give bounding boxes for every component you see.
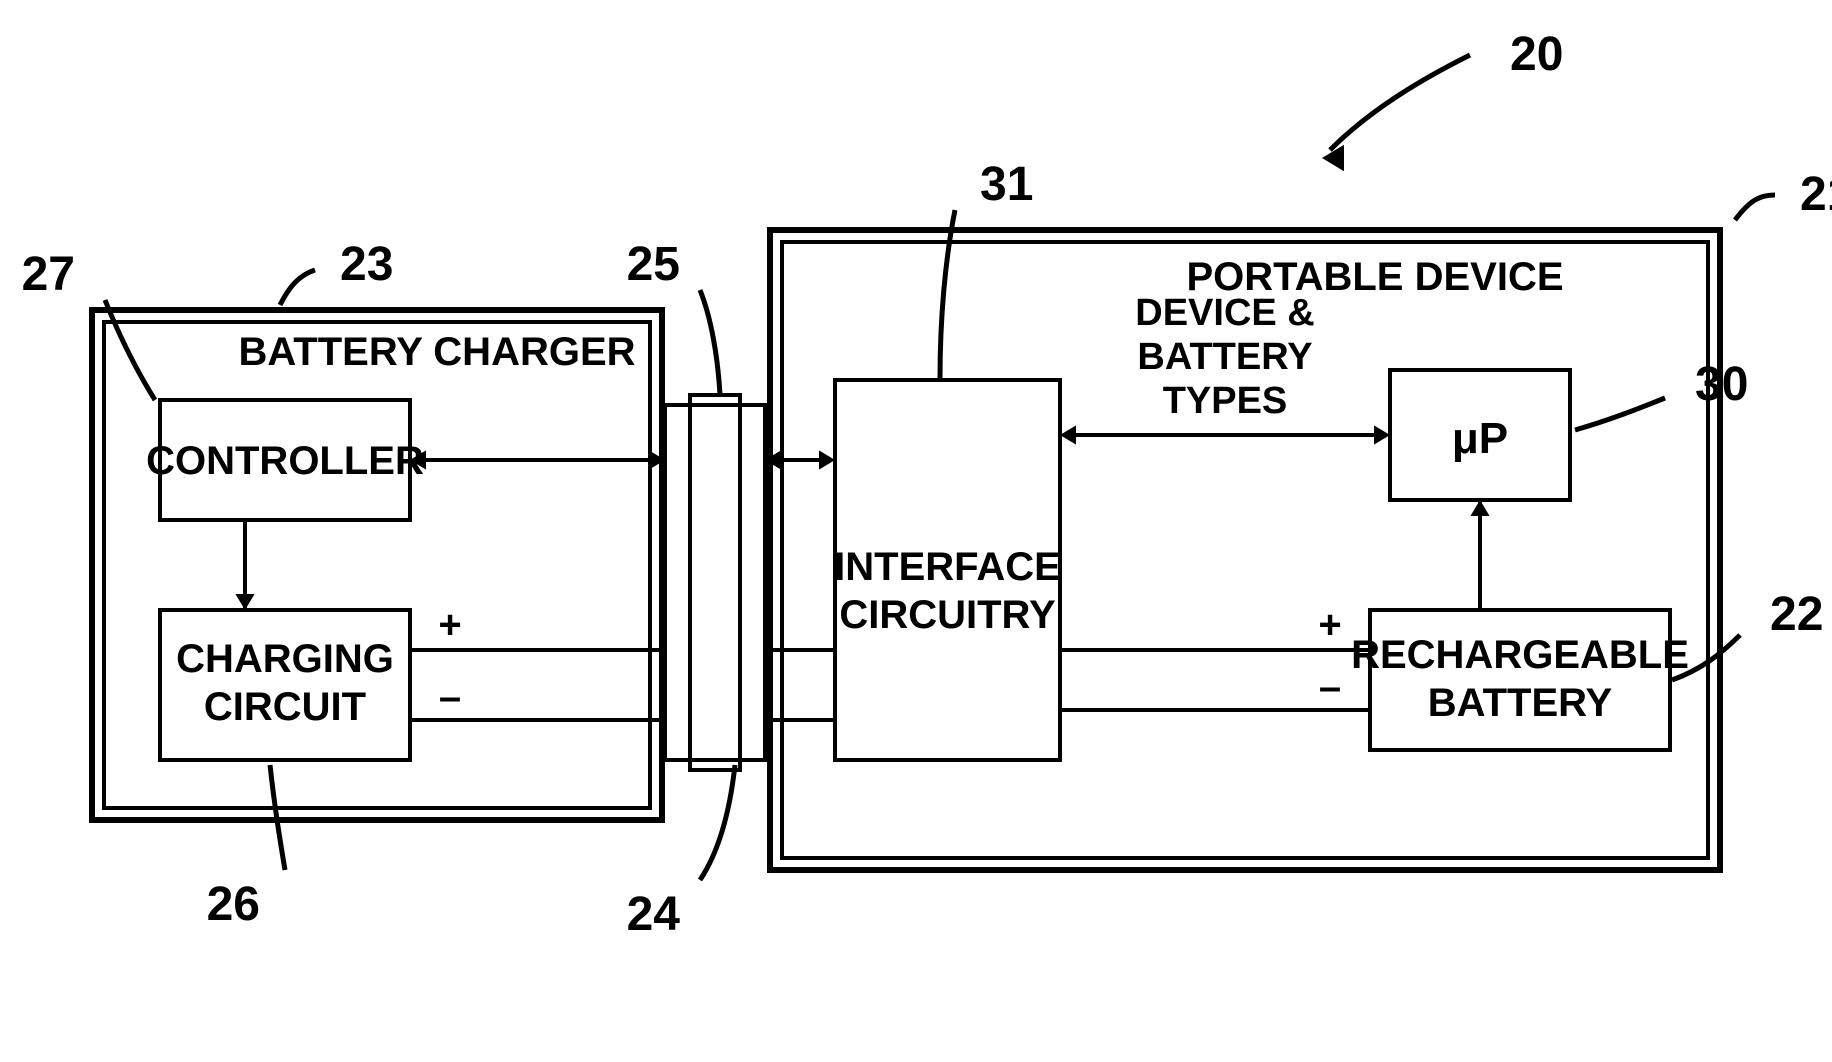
dev-batt-types-label: DEVICE &BATTERYTYPES xyxy=(1135,292,1314,422)
ref-26-ref: 26 xyxy=(207,878,260,931)
ref-30-leader xyxy=(1575,398,1665,430)
ref-21-ref: 21 xyxy=(1800,168,1832,221)
charging-label: CHARGINGCIRCUIT xyxy=(176,637,394,729)
ref-24-leader xyxy=(700,765,735,880)
svg-text:CIRCUITRY: CIRCUITRY xyxy=(839,593,1056,637)
svg-text:BATTERY: BATTERY xyxy=(1137,336,1312,378)
battery-label: RECHARGEABLEBATTERY xyxy=(1351,633,1689,725)
ref-22-ref: 22 xyxy=(1770,588,1823,641)
svg-text:DEVICE &: DEVICE & xyxy=(1135,292,1314,334)
ref-27-ref: 27 xyxy=(22,248,75,301)
plus-right: + xyxy=(1318,603,1341,647)
ref-20: 20 xyxy=(1510,28,1563,81)
ref-21-leader xyxy=(1735,195,1775,220)
ref-31-ref: 31 xyxy=(980,158,1033,211)
plus-left: + xyxy=(438,603,461,647)
ref-23-leader xyxy=(280,270,315,305)
interface-label: INTERFACECIRCUITRY xyxy=(834,545,1061,637)
svg-text:BATTERY: BATTERY xyxy=(1428,681,1613,725)
minus-left: – xyxy=(439,675,461,719)
svg-text:CHARGING: CHARGING xyxy=(176,637,394,681)
ref-24-ref: 24 xyxy=(627,888,681,941)
svg-text:INTERFACE: INTERFACE xyxy=(834,545,1061,589)
minus-right: – xyxy=(1319,665,1341,709)
ref-27-leader xyxy=(105,300,155,400)
ref-25-leader xyxy=(700,290,720,395)
charger-title: BATTERY CHARGER xyxy=(238,330,635,374)
svg-text:CIRCUIT: CIRCUIT xyxy=(204,685,366,729)
ref-25-ref: 25 xyxy=(627,238,680,291)
svg-text:RECHARGEABLE: RECHARGEABLE xyxy=(1351,633,1689,677)
ref-23-ref: 23 xyxy=(340,238,393,291)
controller-label: CONTROLLER xyxy=(146,439,424,483)
ref-31-leader xyxy=(940,210,955,378)
svg-text:TYPES: TYPES xyxy=(1163,380,1288,422)
ref-30-ref: 30 xyxy=(1695,358,1748,411)
uP-label: μP xyxy=(1452,414,1508,463)
